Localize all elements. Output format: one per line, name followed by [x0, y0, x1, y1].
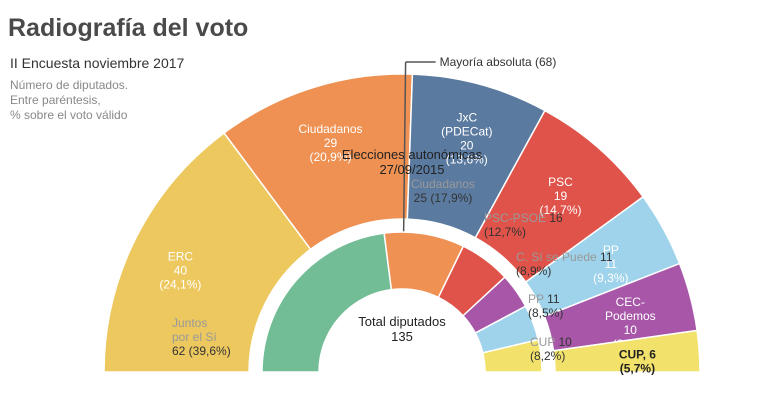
note-line-2: Entre paréntesis,: [10, 93, 101, 107]
outer-label-pp: PP 11 (9,3%): [593, 243, 628, 285]
inner-title: Elecciones autonómicas 27/09/2015: [342, 147, 483, 177]
outer-label-erc: ERC 40 (24,1%): [159, 250, 201, 292]
inner-label-cs: Ciudadanos 25 (17,9%): [411, 177, 475, 205]
outer-label-jxc: JxC (PDECat) 20 (13,6%): [441, 111, 492, 167]
page-title: Radiografía del voto: [8, 14, 249, 42]
outer-label-cs: Ciudadanos 29 (20,9%): [298, 122, 362, 164]
inner-label-pp: PP 11 (8,5%): [528, 292, 563, 320]
inner-label-cup: CUP 10 (8,2%): [530, 335, 572, 363]
outer-label-cup: CUP, 6 (5,7%): [619, 348, 656, 376]
center-value: 135: [391, 329, 413, 344]
page-subtitle: II Encuesta noviembre 2017: [10, 55, 185, 71]
majority-line: [402, 62, 407, 238]
inner-slice-junts: [261, 232, 393, 373]
outer-slice-cup: [552, 329, 701, 373]
outer-slice-erc: [103, 131, 312, 373]
inner-label-psc: PSC-PSOE 16 (12,7%): [484, 211, 563, 239]
inner-label-junts: Juntos por el Sí 62 (39,6%): [172, 316, 231, 358]
outer-label-psc: PSC 19 (14,7%): [539, 175, 581, 217]
inner-label-cec: C. Sí se Puede 11 (8,9%): [516, 250, 613, 278]
inner-slice-cup: [481, 338, 543, 373]
note-line-1: Número de diputados.: [10, 78, 129, 92]
center-label: Total diputados: [358, 314, 446, 329]
note-line-3: % sobre el voto válido: [10, 108, 128, 122]
majority-label: Mayoría absoluta (68): [440, 55, 557, 69]
